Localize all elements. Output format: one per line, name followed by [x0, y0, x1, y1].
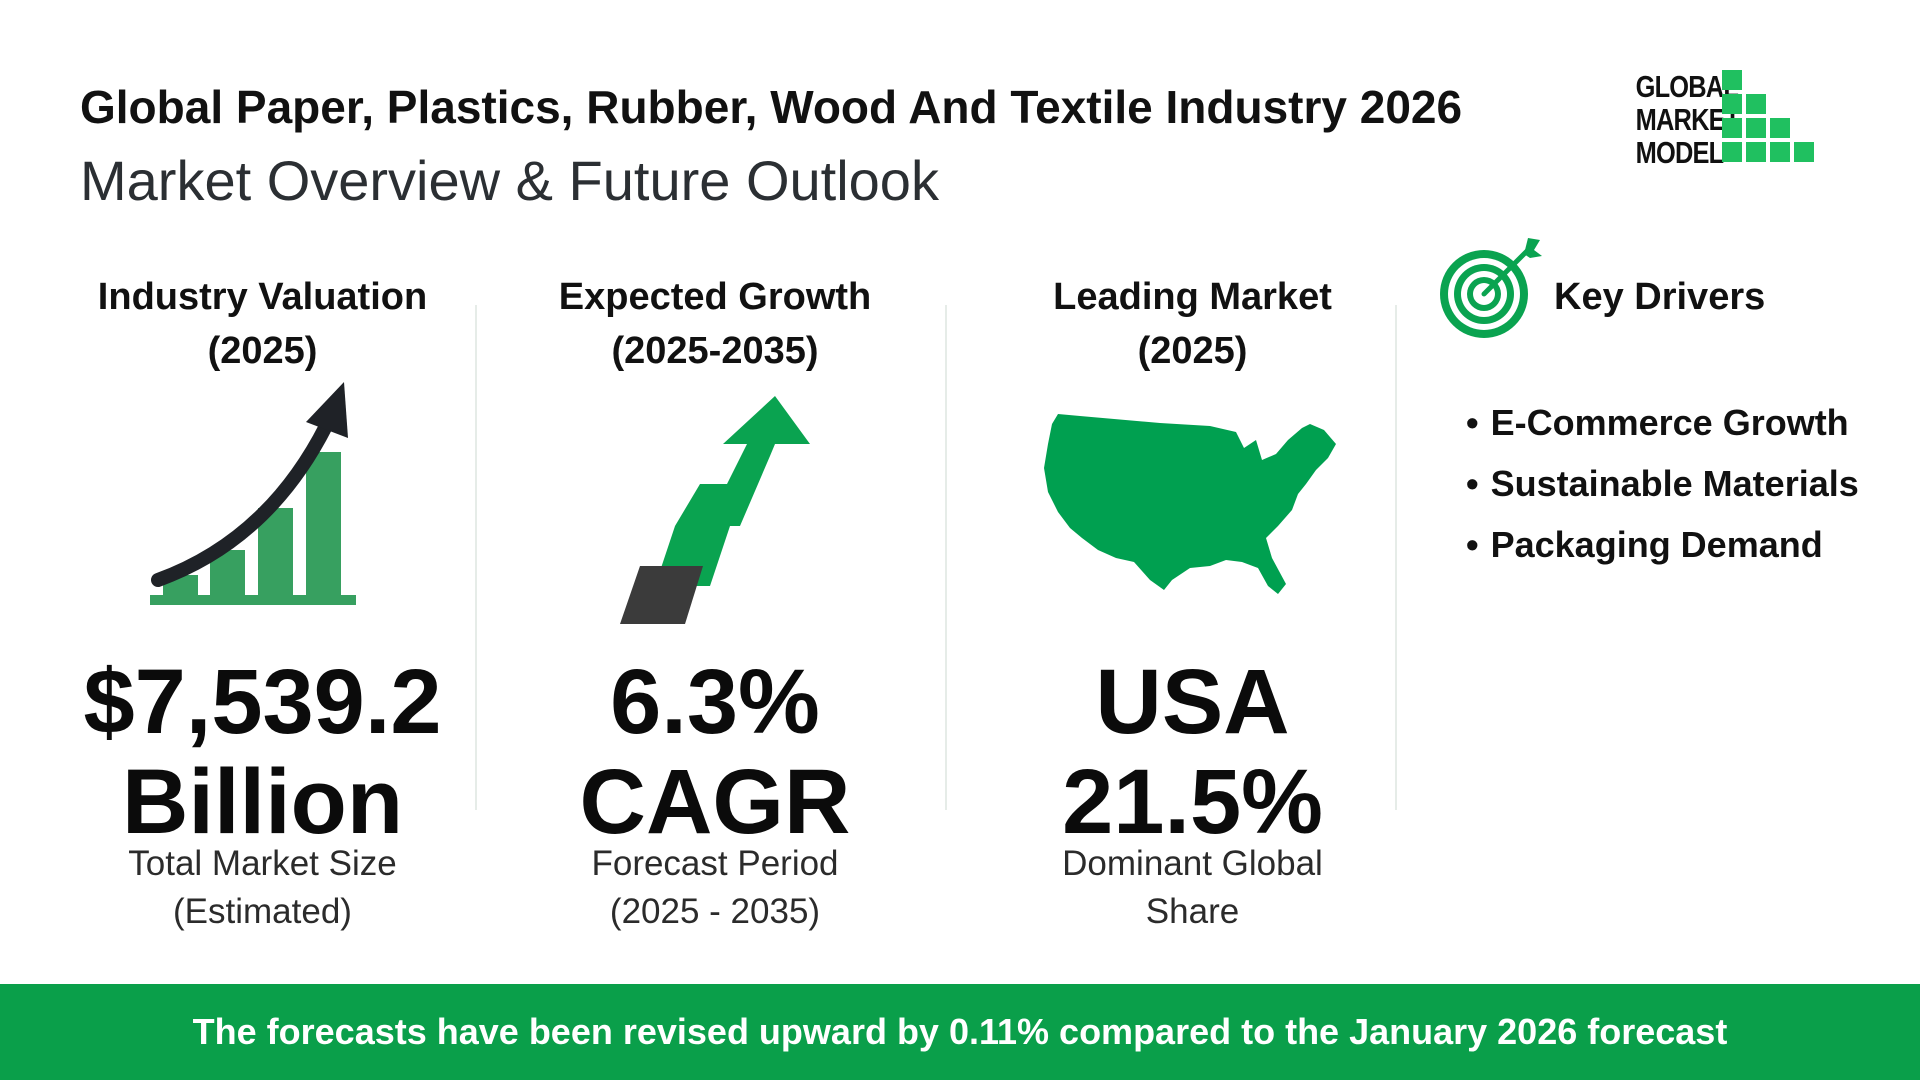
driver-item-sustainable: Sustainable Materials [1466, 453, 1859, 514]
logo-line-3: MODEL [1635, 135, 1725, 170]
valuation-heading-line1: Industry Valuation [97, 276, 428, 318]
valuation-heading: Industry Valuation (2025) [70, 270, 455, 378]
leading-heading: Leading Market (2025) [995, 270, 1390, 378]
valuation-caption-line1: Total Market Size [128, 844, 397, 883]
valuation-caption: Total Market Size (Estimated) [70, 840, 455, 936]
up-arrow-icon [620, 396, 810, 624]
growth-caption: Forecast Period (2025 - 2035) [520, 840, 910, 936]
growth-metric: CAGR [579, 751, 851, 853]
column-divider [475, 305, 477, 810]
global-market-model-logo: GLOBAL MARKET MODEL [1618, 68, 1833, 178]
driver-item-packaging: Packaging Demand [1466, 514, 1859, 575]
driver-item-ecommerce: E-Commerce Growth [1466, 392, 1859, 453]
growth-chart-icon [150, 382, 356, 605]
logo-line-1: GLOBAL [1635, 69, 1739, 104]
leading-share: 21.5% [1062, 751, 1323, 853]
column-divider [1395, 305, 1397, 810]
logo-line-2: MARKET [1635, 102, 1741, 137]
target-icon [1440, 238, 1542, 338]
page-title: Global Paper, Plastics, Rubber, Wood And… [80, 81, 1463, 133]
key-drivers-heading: Key Drivers [1554, 276, 1766, 318]
valuation-amount: $7,539.2 [83, 651, 442, 753]
growth-rate: 6.3% [610, 651, 820, 753]
growth-caption-line2: (2025 - 2035) [609, 892, 821, 931]
leading-caption-line1: Dominant Global [1062, 844, 1323, 883]
valuation-heading-line2: (2025) [207, 330, 318, 372]
usa-map-icon [1044, 414, 1336, 594]
leading-country: USA [1095, 651, 1290, 753]
growth-heading-line2: (2025-2035) [611, 330, 819, 372]
valuation-value: $7,539.2 Billion [40, 652, 485, 852]
valuation-unit: Billion [121, 751, 404, 853]
page-subtitle: Market Overview & Future Outlook [80, 149, 939, 212]
growth-caption-line1: Forecast Period [591, 844, 839, 883]
key-drivers-list: E-Commerce Growth Sustainable Materials … [1466, 392, 1859, 575]
leading-heading-line2: (2025) [1137, 330, 1248, 372]
growth-heading-line1: Expected Growth [558, 276, 872, 318]
leading-caption-line2: Share [1145, 892, 1240, 931]
column-divider [945, 305, 947, 810]
leading-caption: Dominant Global Share [995, 840, 1390, 936]
leading-value: USA 21.5% [970, 652, 1415, 852]
logo-wordmark: GLOBAL MARKET MODEL [1635, 69, 1741, 170]
growth-value: 6.3% CAGR [500, 652, 930, 852]
forecast-revision-text: The forecasts have been revised upward b… [192, 1011, 1728, 1052]
forecast-revision-banner: The forecasts have been revised upward b… [0, 984, 1920, 1080]
valuation-caption-line2: (Estimated) [173, 892, 352, 931]
growth-heading: Expected Growth (2025-2035) [520, 270, 910, 378]
leading-heading-line1: Leading Market [1053, 276, 1332, 318]
